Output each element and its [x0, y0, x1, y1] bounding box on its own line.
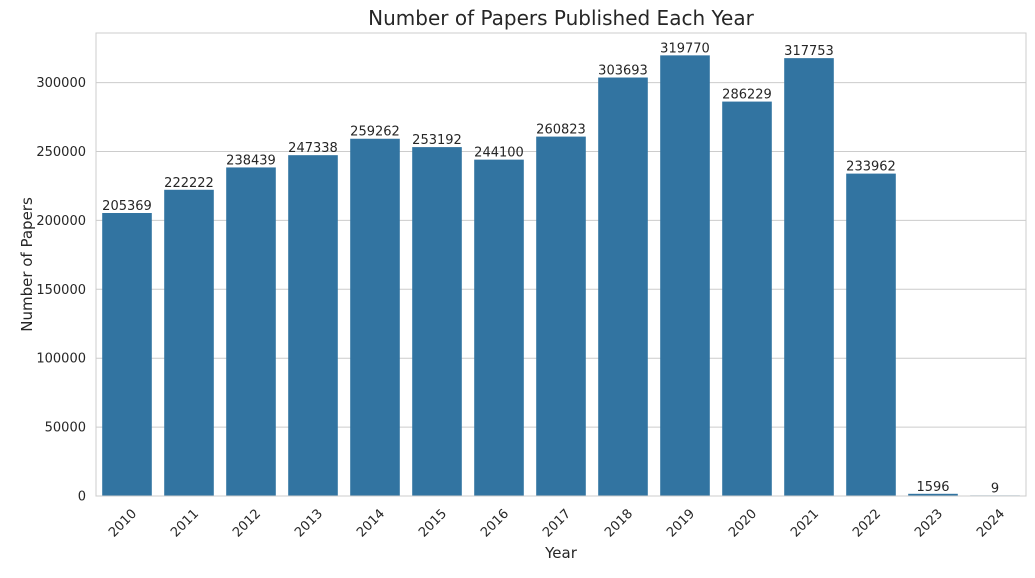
x-tick-label: 2024 [974, 506, 1008, 540]
bar-2020 [722, 101, 772, 496]
bar-2011 [164, 189, 214, 496]
y-tick-label: 300000 [36, 76, 86, 91]
y-tick-label: 150000 [36, 283, 86, 298]
x-tick-label: 2018 [602, 506, 636, 540]
x-tick-label: 2021 [788, 506, 822, 540]
y-tick-label: 250000 [36, 145, 86, 160]
data-label-2023: 1596 [916, 480, 949, 495]
x-tick-labels: 2010 2011 2012 2013 2014 2015 2016 2017 2018 2019… [106, 506, 1008, 540]
data-label-2016: 244100 [474, 146, 524, 161]
data-label-2013: 247338 [288, 141, 338, 156]
data-label-2017: 260823 [536, 123, 586, 138]
bar-2014 [350, 138, 400, 496]
bar-2013 [288, 155, 338, 496]
data-label-2010: 205369 [102, 199, 152, 214]
data-label-2019: 319770 [660, 41, 710, 56]
data-label-2014: 259262 [350, 125, 400, 140]
y-tick-labels: 0 50000 100000 150000 200000 250000 300000 [36, 76, 86, 504]
y-tick-label: 50000 [45, 421, 86, 436]
x-tick-label: 2010 [106, 506, 140, 540]
x-tick-label: 2023 [912, 506, 946, 540]
bar-2022 [846, 173, 896, 496]
data-labels: 205369 222222 238439 247338 259262 253192 2441… [102, 41, 999, 496]
x-tick-label: 2016 [478, 506, 512, 540]
bar-2012 [226, 167, 276, 496]
x-tick-label: 2014 [354, 506, 388, 540]
data-label-2015: 253192 [412, 133, 462, 148]
x-axis-title: Year [544, 544, 578, 562]
x-tick-label: 2015 [416, 506, 450, 540]
data-label-2024: 9 [991, 481, 999, 496]
bar-2018 [598, 77, 648, 496]
bar-2023 [908, 493, 958, 496]
x-tick-label: 2013 [292, 506, 326, 540]
bar-2015 [412, 147, 462, 496]
bar-2021 [784, 58, 834, 497]
y-tick-label: 0 [78, 490, 86, 505]
y-tick-label: 100000 [36, 352, 86, 367]
x-tick-label: 2017 [540, 506, 574, 540]
data-label-2020: 286229 [722, 88, 772, 103]
y-axis-title: Number of Papers [18, 197, 36, 332]
data-label-2022: 233962 [846, 160, 896, 175]
x-tick-label: 2012 [230, 506, 264, 540]
bar-2019 [660, 55, 710, 496]
chart-title: Number of Papers Published Each Year [368, 6, 754, 30]
plot-frame [95, 32, 1027, 497]
data-label-2021: 317753 [784, 44, 834, 59]
x-tick-label: 2011 [168, 506, 202, 540]
data-label-2018: 303693 [598, 64, 648, 79]
bar-2017 [536, 136, 586, 497]
bar-2010 [102, 213, 152, 496]
bar-2016 [474, 159, 524, 496]
data-label-2011: 222222 [164, 176, 214, 191]
x-tick-label: 2022 [850, 506, 884, 540]
y-tick-label: 200000 [36, 214, 86, 229]
x-tick-label: 2020 [726, 506, 760, 540]
bars [102, 55, 1020, 497]
data-label-2012: 238439 [226, 153, 276, 168]
x-tick-label: 2019 [664, 506, 698, 540]
